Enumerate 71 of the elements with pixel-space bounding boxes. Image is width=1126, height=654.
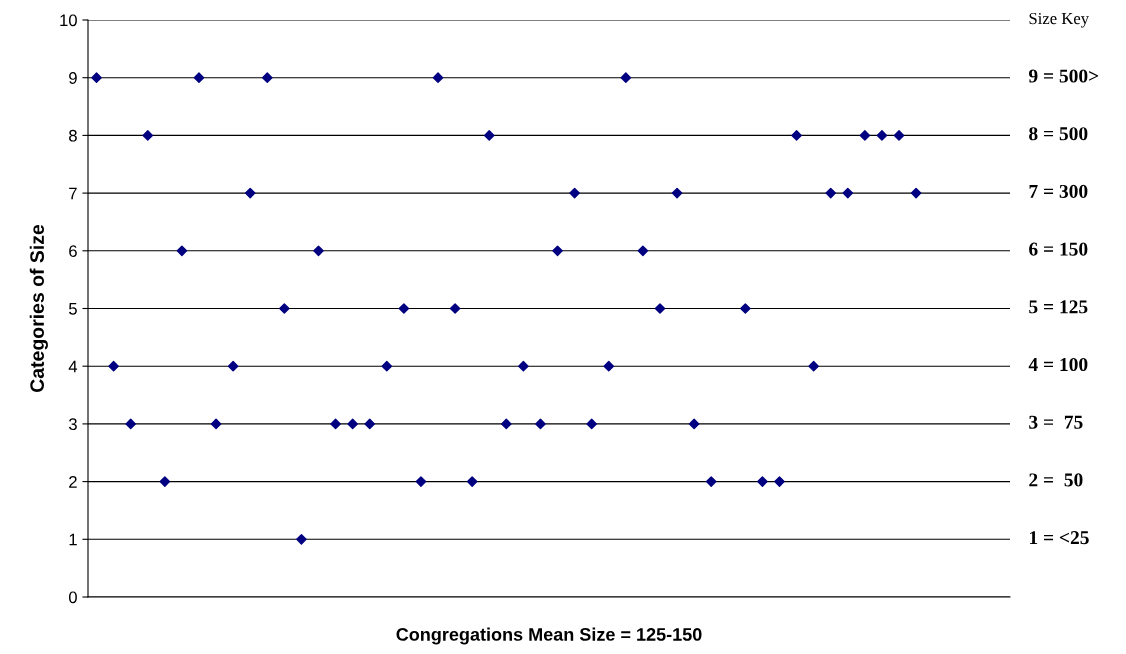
text: 6 = 150 (1029, 242, 1088, 256)
y-tick-label: 3 (68, 418, 77, 431)
text: Size Key (1029, 12, 1089, 28)
point (501, 418, 512, 430)
point (518, 360, 529, 372)
point (620, 72, 632, 84)
point (466, 476, 478, 487)
point (586, 418, 597, 430)
point (449, 303, 461, 314)
point (654, 303, 666, 314)
point (757, 476, 768, 487)
point (637, 245, 649, 257)
point (244, 187, 256, 199)
text: 7 = 300 (1029, 184, 1088, 198)
point (740, 303, 751, 314)
y-tick-label: 6 (69, 245, 77, 257)
point (261, 72, 273, 84)
point (108, 360, 119, 372)
text: 5 = 125 (1029, 300, 1088, 314)
point (330, 418, 341, 430)
point (688, 418, 700, 430)
point (671, 187, 683, 199)
point (142, 130, 154, 141)
y-tick-label: 2 (69, 476, 77, 488)
point (313, 245, 324, 257)
point (279, 303, 290, 314)
text: 3 = 75 (1029, 415, 1083, 429)
point (91, 72, 102, 84)
point (569, 187, 580, 199)
point (125, 418, 136, 430)
text: 8 = 500 (1029, 127, 1088, 141)
point (808, 360, 819, 372)
point (415, 476, 427, 487)
y-tick-label: 7 (69, 187, 77, 200)
point (176, 245, 188, 257)
point (876, 130, 888, 141)
y-tick-label: 5 (68, 303, 77, 315)
point (910, 187, 922, 199)
point (893, 130, 905, 141)
y-tick-label: 4 (68, 360, 78, 373)
text: 2 = 50 (1029, 473, 1083, 487)
point (705, 476, 717, 487)
point (296, 533, 307, 545)
point (193, 72, 205, 84)
point (859, 130, 871, 141)
point (774, 476, 785, 487)
text: 1 = <25 (1030, 531, 1089, 545)
point (483, 130, 495, 141)
point (364, 418, 376, 430)
point (159, 476, 171, 487)
point (825, 187, 837, 199)
point (347, 418, 358, 430)
y-tick-label: 0 (68, 591, 77, 604)
x-axis-title: Congregations Mean Size = 125-150 (396, 627, 702, 645)
point (381, 360, 393, 372)
text: 9 = 500> (1028, 69, 1099, 83)
y-tick-label: 8 (69, 129, 77, 142)
point (603, 360, 615, 372)
y-tick-label: 9 (69, 72, 77, 84)
text: 4 = 100 (1028, 357, 1088, 372)
point (791, 130, 802, 141)
point (227, 360, 239, 372)
point (398, 303, 410, 314)
y-tick-label: 10 (60, 14, 77, 27)
point (535, 418, 546, 430)
point (842, 187, 854, 199)
point (432, 72, 444, 84)
point (210, 418, 222, 430)
y-tick-label: 1 (69, 533, 77, 546)
y-axis-title: Categories of Size (29, 224, 48, 392)
point (552, 245, 563, 257)
